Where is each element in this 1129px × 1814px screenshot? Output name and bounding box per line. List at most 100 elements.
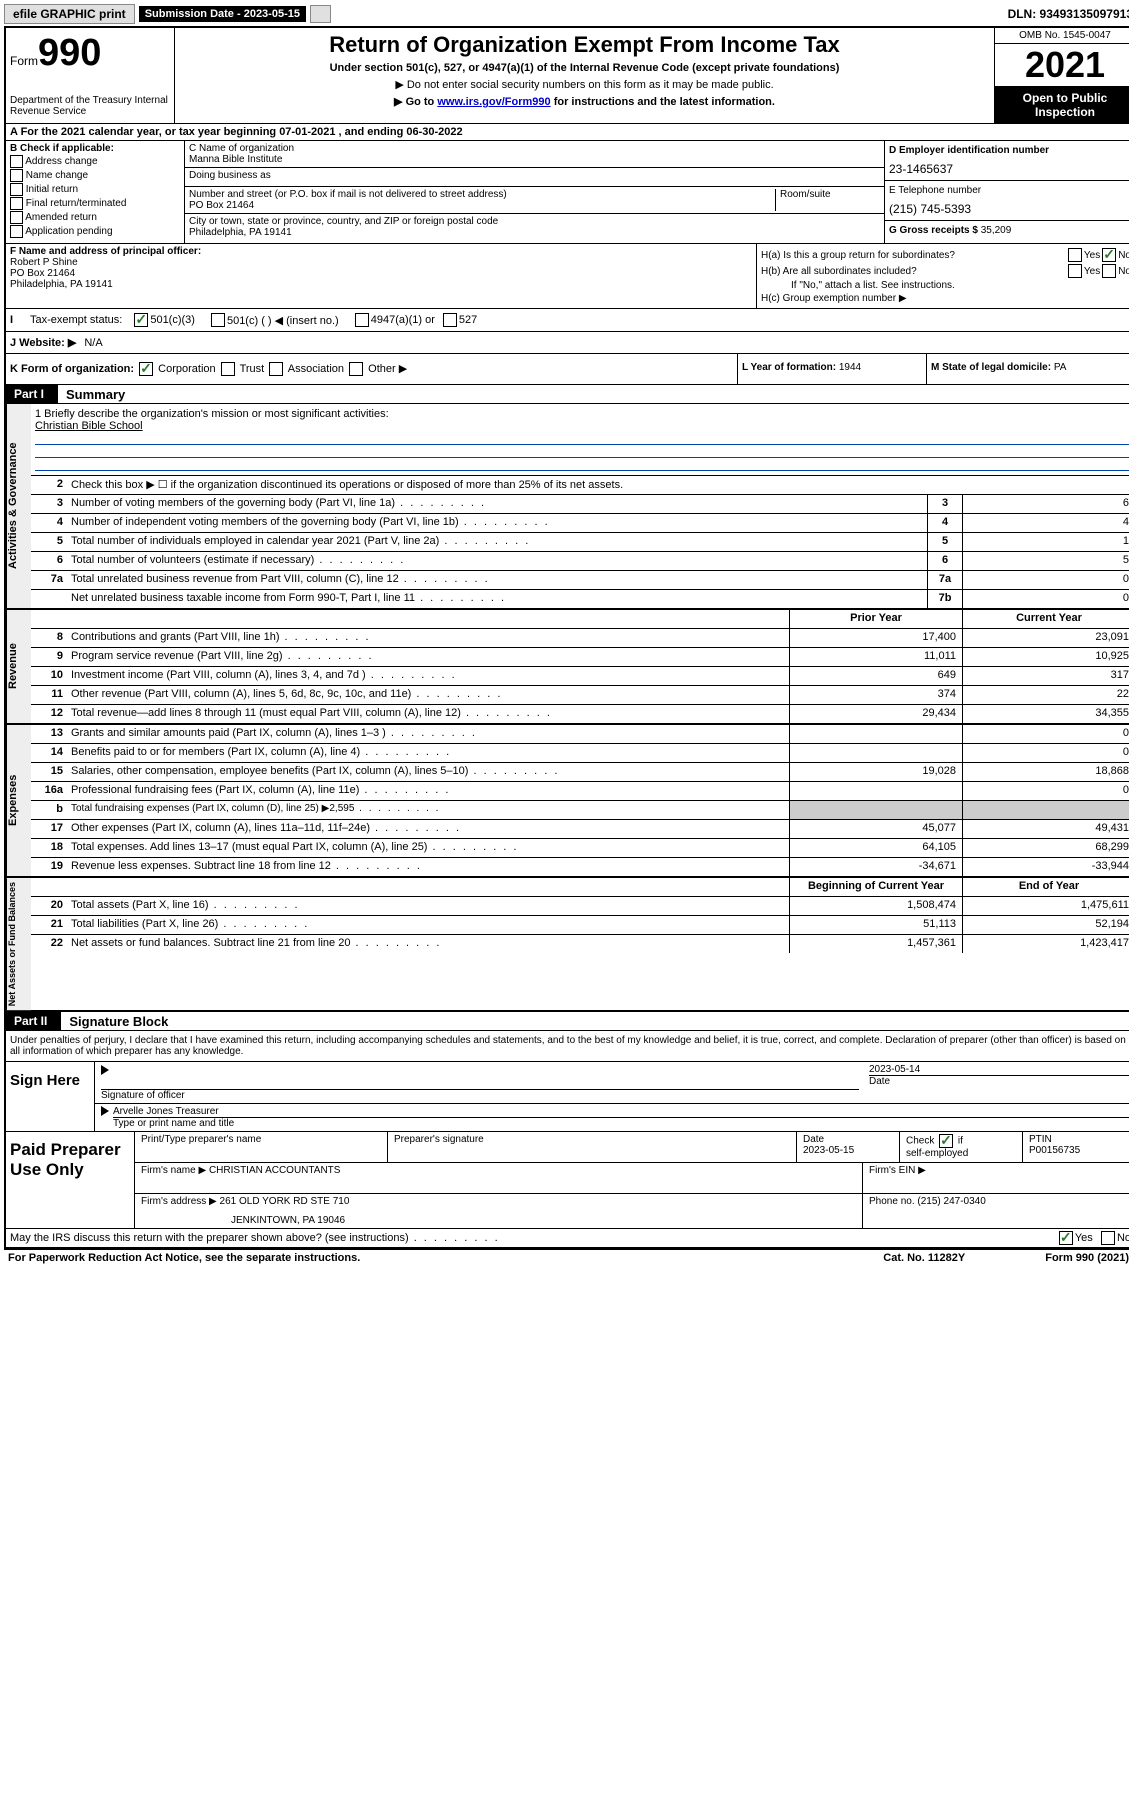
room-label: Room/suite bbox=[776, 189, 880, 211]
hb-no-checkbox[interactable] bbox=[1102, 264, 1116, 278]
irs-link[interactable]: www.irs.gov/Form990 bbox=[437, 96, 550, 108]
firm-addr-value: 261 OLD YORK RD STE 710 bbox=[220, 1196, 350, 1207]
cb-corp[interactable] bbox=[139, 362, 153, 376]
form-number: 990 bbox=[38, 32, 101, 74]
col-prior-year: Prior Year bbox=[789, 610, 962, 628]
hb-note: If "No," attach a list. See instructions… bbox=[791, 280, 1129, 291]
irs-no-checkbox[interactable] bbox=[1101, 1231, 1115, 1245]
cb-address-change[interactable]: Address change bbox=[10, 155, 180, 168]
arrow-icon bbox=[101, 1065, 109, 1075]
section-b-checkboxes: B Check if applicable: Address change Na… bbox=[6, 141, 185, 243]
form-label: Form 990 (2021) bbox=[1045, 1252, 1129, 1264]
sig-name-label: Type or print name and title bbox=[113, 1118, 1129, 1129]
summary-line: 22Net assets or fund balances. Subtract … bbox=[31, 935, 1129, 953]
hb-label: H(b) Are all subordinates included? bbox=[761, 266, 1066, 277]
dept-label: Department of the Treasury Internal Reve… bbox=[10, 95, 170, 117]
website-value: N/A bbox=[84, 337, 102, 349]
dba-label: Doing business as bbox=[189, 170, 880, 181]
cb-self-employed[interactable] bbox=[939, 1134, 953, 1148]
b-header: B Check if applicable: bbox=[10, 143, 114, 154]
phone-value: (215) 745-5393 bbox=[889, 202, 1129, 216]
summary-line: 16aProfessional fundraising fees (Part I… bbox=[31, 782, 1129, 801]
cb-assoc[interactable] bbox=[269, 362, 283, 376]
prep-date-label: Date bbox=[803, 1134, 824, 1145]
city-value: Philadelphia, PA 19141 bbox=[189, 227, 880, 238]
prep-sig-label: Preparer's signature bbox=[388, 1132, 797, 1162]
form-word: Form bbox=[10, 54, 38, 68]
prep-date-value: 2023-05-15 bbox=[803, 1145, 854, 1156]
section-c-org: C Name of organization Manna Bible Insti… bbox=[185, 141, 885, 243]
summary-line: 20Total assets (Part X, line 16)1,508,47… bbox=[31, 897, 1129, 916]
cb-trust[interactable] bbox=[221, 362, 235, 376]
ha-no-checkbox[interactable] bbox=[1102, 248, 1116, 262]
dln-label: DLN: 93493135097913 bbox=[1008, 7, 1129, 21]
summary-line: 14Benefits paid to or for members (Part … bbox=[31, 744, 1129, 763]
summary-line: 17Other expenses (Part IX, column (A), l… bbox=[31, 820, 1129, 839]
summary-line: 21Total liabilities (Part X, line 26)51,… bbox=[31, 916, 1129, 935]
part1-header: Part I Summary bbox=[6, 385, 1129, 404]
row-l-year: L Year of formation: 1944 bbox=[738, 354, 927, 384]
summary-line: 9Program service revenue (Part VIII, lin… bbox=[31, 648, 1129, 667]
hb-yes-checkbox[interactable] bbox=[1068, 264, 1082, 278]
cb-527[interactable] bbox=[443, 313, 457, 327]
ptin-label: PTIN bbox=[1029, 1134, 1052, 1145]
summary-line: 18Total expenses. Add lines 13–17 (must … bbox=[31, 839, 1129, 858]
sign-here-label: Sign Here bbox=[6, 1062, 95, 1131]
cb-4947[interactable] bbox=[355, 313, 369, 327]
row-j-website: J Website: ▶ N/A bbox=[6, 332, 1129, 354]
vtab-expenses: Expenses bbox=[6, 725, 31, 876]
cb-final-return[interactable]: Final return/terminated bbox=[10, 197, 180, 210]
cb-app-pending[interactable]: Application pending bbox=[10, 225, 180, 238]
firm-phone-value: (215) 247-0340 bbox=[917, 1196, 985, 1207]
cb-name-change[interactable]: Name change bbox=[10, 169, 180, 182]
efile-print-button[interactable]: efile GRAPHIC print bbox=[4, 4, 135, 24]
cb-501c[interactable] bbox=[211, 313, 225, 327]
street-label: Number and street (or P.O. box if mail i… bbox=[189, 189, 771, 200]
cb-amended[interactable]: Amended return bbox=[10, 211, 180, 224]
ha-label: H(a) Is this a group return for subordin… bbox=[761, 250, 1066, 261]
officer-name: Robert P Shine bbox=[10, 257, 78, 268]
vtab-net-assets: Net Assets or Fund Balances bbox=[6, 878, 31, 1010]
firm-addr-label: Firm's address ▶ bbox=[141, 1196, 217, 1207]
form-title: Return of Organization Exempt From Incom… bbox=[179, 32, 990, 58]
summary-line: 4Number of independent voting members of… bbox=[31, 514, 1129, 533]
tax-year: 2021 bbox=[995, 44, 1129, 87]
irs-discuss-row: May the IRS discuss this return with the… bbox=[6, 1229, 1129, 1247]
row-m-state: M State of legal domicile: PA bbox=[927, 354, 1129, 384]
mission-value: Christian Bible School bbox=[35, 420, 1129, 432]
cb-other[interactable] bbox=[349, 362, 363, 376]
cb-initial-return[interactable]: Initial return bbox=[10, 183, 180, 196]
summary-line: 13Grants and similar amounts paid (Part … bbox=[31, 725, 1129, 744]
form-990: Form990 Department of the Treasury Inter… bbox=[4, 26, 1129, 1249]
firm-name-label: Firm's name ▶ bbox=[141, 1165, 206, 1176]
summary-line: 8Contributions and grants (Part VIII, li… bbox=[31, 629, 1129, 648]
submission-date-label: Submission Date - 2023-05-15 bbox=[139, 6, 306, 22]
footer-row: For Paperwork Reduction Act Notice, see … bbox=[4, 1249, 1129, 1266]
summary-line: 3Number of voting members of the governi… bbox=[31, 495, 1129, 514]
summary-line: 19Revenue less expenses. Subtract line 1… bbox=[31, 858, 1129, 876]
form-id-box: Form990 Department of the Treasury Inter… bbox=[6, 28, 175, 123]
signature-declaration: Under penalties of perjury, I declare th… bbox=[6, 1031, 1129, 1062]
col-eoy: End of Year bbox=[962, 878, 1129, 896]
irs-yes-checkbox[interactable] bbox=[1059, 1231, 1073, 1245]
cat-no: Cat. No. 11282Y bbox=[883, 1252, 965, 1264]
row-i-tax-status: I Tax-exempt status: 501(c)(3) 501(c) ( … bbox=[6, 309, 1129, 332]
paid-preparer-label: Paid Preparer Use Only bbox=[6, 1132, 134, 1228]
ha-yes-checkbox[interactable] bbox=[1068, 248, 1082, 262]
hc-label: H(c) Group exemption number ▶ bbox=[761, 293, 907, 304]
col-boy: Beginning of Current Year bbox=[789, 878, 962, 896]
section-g-receipts: G Gross receipts $ 35,209 bbox=[885, 221, 1129, 243]
firm-addr2-value: JENKINTOWN, PA 19046 bbox=[231, 1215, 856, 1226]
cb-501c3[interactable] bbox=[134, 313, 148, 327]
prep-self-employed: Check ifself-employed bbox=[900, 1132, 1023, 1162]
summary-line: 7aTotal unrelated business revenue from … bbox=[31, 571, 1129, 590]
vtab-revenue: Revenue bbox=[6, 610, 31, 723]
ptin-value: P00156735 bbox=[1029, 1145, 1080, 1156]
sig-date-label: Date bbox=[869, 1075, 1129, 1087]
line1-mission: 1 Briefly describe the organization's mi… bbox=[31, 404, 1129, 476]
summary-line: 10Investment income (Part VIII, column (… bbox=[31, 667, 1129, 686]
open-inspection: Open to Public Inspection bbox=[995, 87, 1129, 123]
summary-line: 5Total number of individuals employed in… bbox=[31, 533, 1129, 552]
top-toolbar: efile GRAPHIC print Submission Date - 20… bbox=[4, 4, 1129, 24]
sig-date-value: 2023-05-14 bbox=[869, 1064, 1129, 1075]
